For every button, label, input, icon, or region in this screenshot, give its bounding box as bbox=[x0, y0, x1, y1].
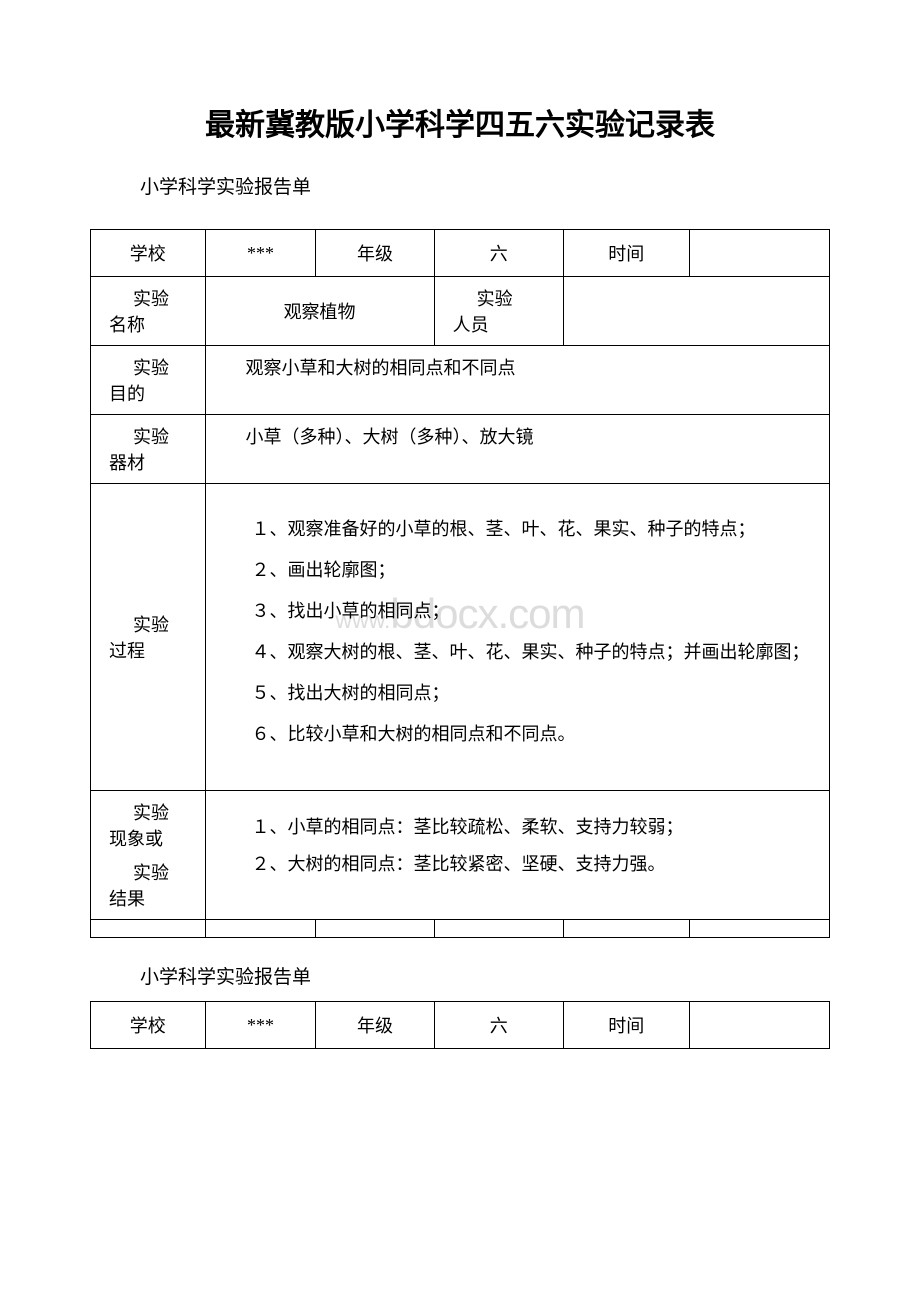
table-row bbox=[91, 920, 830, 938]
process-step: １、观察准备好的小草的根、茎、叶、花、果实、种子的特点； bbox=[224, 516, 811, 543]
value-school: *** bbox=[205, 1002, 316, 1049]
value-school: *** bbox=[205, 230, 316, 277]
result-line: ２、大树的相同点：茎比较紧密、坚硬、支持力强。 bbox=[224, 850, 811, 879]
label-grade: 年级 bbox=[316, 230, 434, 277]
empty-cell bbox=[689, 920, 829, 938]
label-exp-result: 实验 现象或 实验 结果 bbox=[91, 791, 206, 920]
label-grade: 年级 bbox=[316, 1002, 434, 1049]
value-exp-process: １、观察准备好的小草的根、茎、叶、花、果实、种子的特点； ２、画出轮廓图； ３、… bbox=[205, 484, 829, 791]
experiment-table-2: 学校 *** 年级 六 时间 bbox=[90, 1001, 830, 1049]
label-school: 学校 bbox=[91, 230, 206, 277]
empty-cell bbox=[434, 920, 563, 938]
process-step: ６、比较小草和大树的相同点和不同点。 bbox=[224, 721, 811, 748]
label-school: 学校 bbox=[91, 1002, 206, 1049]
label-exp-process: 实验 过程 bbox=[91, 484, 206, 791]
value-exp-people bbox=[563, 277, 829, 346]
process-step: ４、观察大树的根、茎、叶、花、果实、种子的特点；并画出轮廓图； bbox=[224, 639, 811, 666]
table-row: 学校 *** 年级 六 时间 bbox=[91, 230, 830, 277]
label-time: 时间 bbox=[563, 230, 689, 277]
result-line: １、小草的相同点：茎比较疏松、柔软、支持力较弱； bbox=[224, 813, 811, 842]
experiment-table-1: 学校 *** 年级 六 时间 实验 名称 观察植物 实验 人员 实验 目的 观察… bbox=[90, 229, 830, 938]
label-exp-people: 实验 人员 bbox=[434, 277, 563, 346]
value-grade: 六 bbox=[434, 1002, 563, 1049]
table-row: 实验 器材 小草（多种）、大树（多种）、放大镜 bbox=[91, 415, 830, 484]
process-step: ３、找出小草的相同点； bbox=[224, 598, 811, 625]
value-exp-goal: 观察小草和大树的相同点和不同点 bbox=[205, 346, 829, 415]
value-exp-name: 观察植物 bbox=[205, 277, 434, 346]
empty-cell bbox=[91, 920, 206, 938]
label-exp-goal: 实验 目的 bbox=[91, 346, 206, 415]
table-row: 学校 *** 年级 六 时间 bbox=[91, 1002, 830, 1049]
label-exp-equip: 实验 器材 bbox=[91, 415, 206, 484]
table-row: 实验 名称 观察植物 实验 人员 bbox=[91, 277, 830, 346]
table-row: 实验 现象或 实验 结果 １、小草的相同点：茎比较疏松、柔软、支持力较弱； ２、… bbox=[91, 791, 830, 920]
empty-cell bbox=[205, 920, 316, 938]
value-exp-equip: 小草（多种）、大树（多种）、放大镜 bbox=[205, 415, 829, 484]
table-row: 实验 目的 观察小草和大树的相同点和不同点 bbox=[91, 346, 830, 415]
report-subtitle: 小学科学实验报告单 bbox=[140, 172, 830, 199]
page-title: 最新冀教版小学科学四五六实验记录表 bbox=[90, 100, 830, 144]
value-exp-result: １、小草的相同点：茎比较疏松、柔软、支持力较弱； ２、大树的相同点：茎比较紧密、… bbox=[205, 791, 829, 920]
table-row: 实验 过程 １、观察准备好的小草的根、茎、叶、花、果实、种子的特点； ２、画出轮… bbox=[91, 484, 830, 791]
label-time: 时间 bbox=[563, 1002, 689, 1049]
report-subtitle-2: 小学科学实验报告单 bbox=[140, 962, 830, 989]
empty-cell bbox=[563, 920, 689, 938]
value-grade: 六 bbox=[434, 230, 563, 277]
value-time bbox=[689, 1002, 829, 1049]
process-step: ５、找出大树的相同点； bbox=[224, 680, 811, 707]
empty-cell bbox=[316, 920, 434, 938]
label-exp-name: 实验 名称 bbox=[91, 277, 206, 346]
process-step: ２、画出轮廓图； bbox=[224, 557, 811, 584]
value-time bbox=[689, 230, 829, 277]
